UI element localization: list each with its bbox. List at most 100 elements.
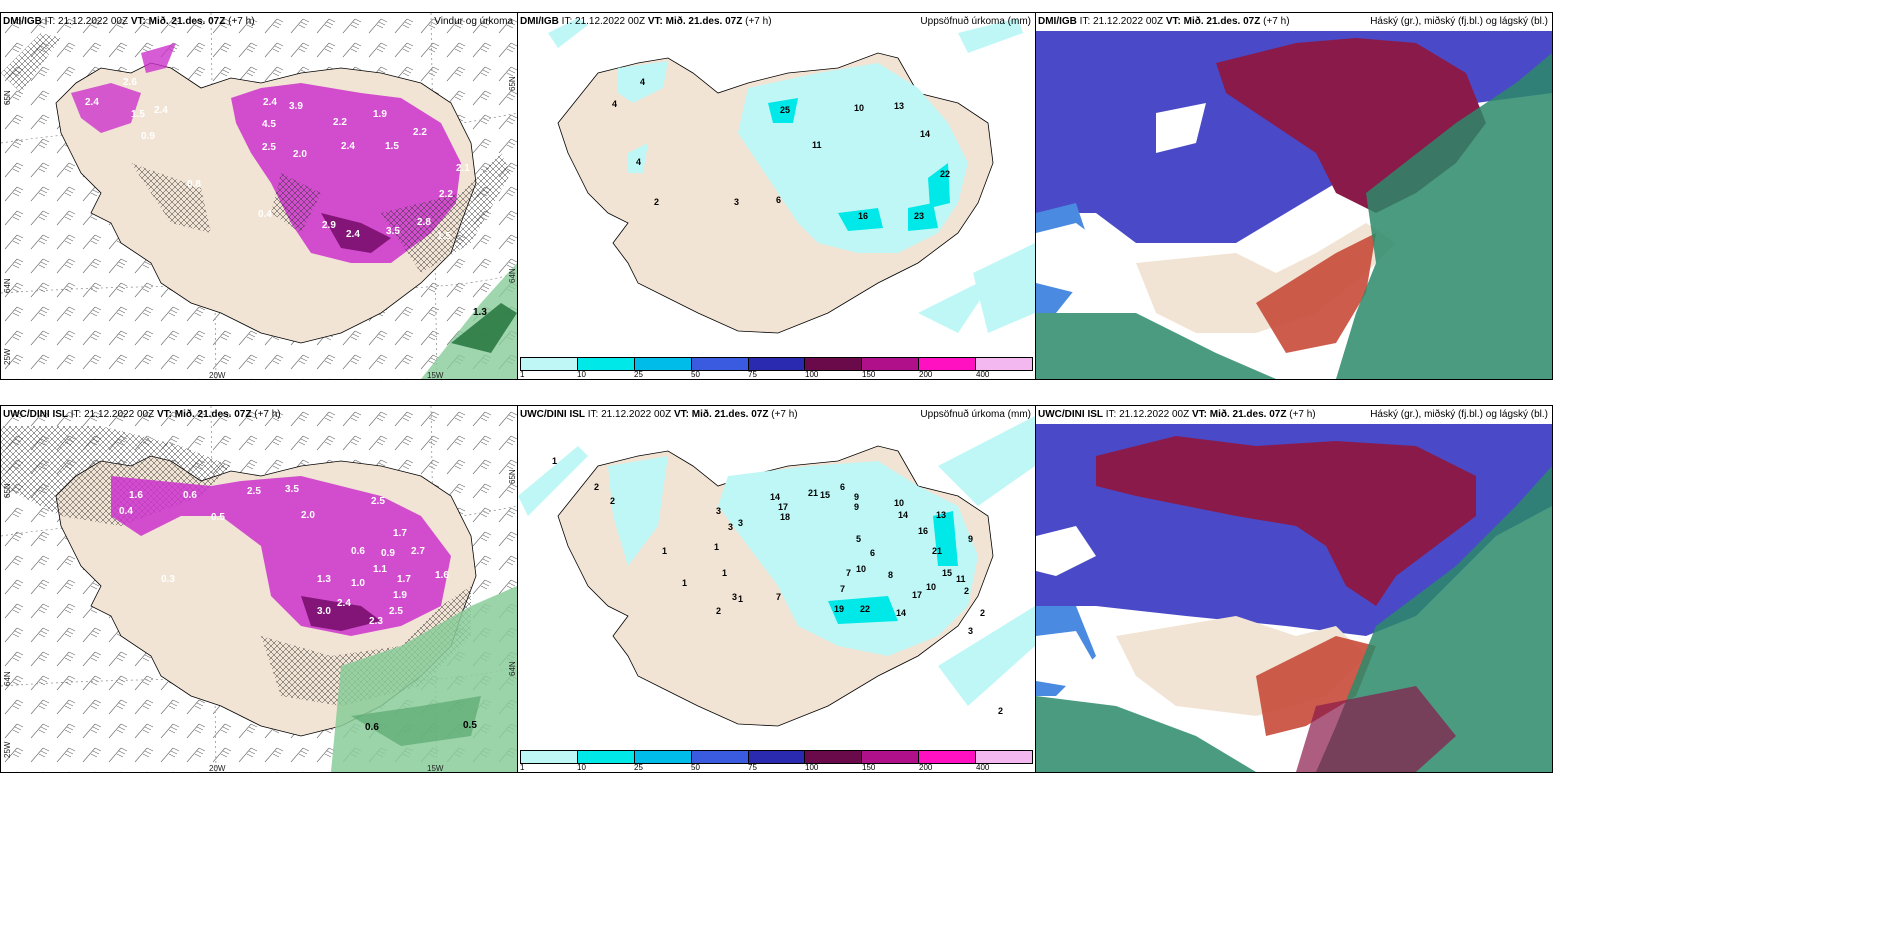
legend-swatch bbox=[805, 358, 863, 370]
legend-label: 10 bbox=[577, 763, 586, 772]
map-value: 2.2 bbox=[413, 127, 427, 138]
legend-swatch bbox=[862, 358, 920, 370]
precip-area bbox=[628, 143, 648, 173]
accum-precip-map: 4 4 4 2 25 11 10 13 14 22 3 6 16 23 bbox=[548, 18, 1035, 334]
lat-label: 65N bbox=[3, 90, 12, 105]
precip-area-west bbox=[71, 83, 141, 133]
map-value: 25 bbox=[780, 105, 790, 115]
precip-area-medium bbox=[928, 163, 950, 208]
panel-clouds-uwc: UWC/DINI ISL IT: 21.12.2022 00Z VT: Mið.… bbox=[1035, 405, 1553, 773]
low-cloud-area bbox=[1296, 686, 1456, 772]
map-value: 1.0 bbox=[351, 578, 365, 589]
map-value: 2.4 bbox=[341, 141, 355, 152]
map-value: 3 bbox=[728, 522, 733, 532]
map-value: 2.0 bbox=[301, 510, 315, 521]
hatched-area-2 bbox=[271, 173, 321, 233]
map-value: 4 bbox=[636, 157, 641, 167]
lat-label: 25W bbox=[3, 348, 12, 365]
legend-swatch bbox=[521, 751, 578, 763]
map-value: 1.5 bbox=[437, 231, 451, 242]
map-value: 2.8 bbox=[417, 217, 431, 228]
map-value: 1.9 bbox=[393, 590, 407, 601]
map-value: 7 bbox=[846, 568, 851, 578]
legend-label: 1 bbox=[520, 370, 525, 379]
map-value: 0.6 bbox=[351, 546, 365, 557]
precip-area-main bbox=[718, 461, 978, 656]
clear-area bbox=[1156, 103, 1206, 153]
precip-area-medium bbox=[908, 203, 938, 231]
wind-precip-map: 1.6 0.6 2.5 3.5 2.0 2.5 0.5 0.4 1.7 0.3 … bbox=[1, 406, 517, 772]
precip-sea-area bbox=[958, 18, 1023, 53]
map-value: 0.4 bbox=[119, 506, 133, 517]
map-value: 23 bbox=[914, 211, 924, 221]
map-value: 2 bbox=[654, 197, 659, 207]
map-value: 2.2 bbox=[333, 117, 347, 128]
clear-area bbox=[1036, 526, 1096, 576]
map-value: 2.2 bbox=[439, 189, 453, 200]
lat-label: 25W bbox=[3, 741, 12, 758]
map-value: 1 bbox=[552, 456, 557, 466]
lon-label: 20W bbox=[209, 764, 226, 773]
map-value: 1.5 bbox=[131, 109, 145, 120]
color-legend: 1 10 25 50 75 100 150 200 400 bbox=[518, 746, 1035, 772]
map-value: 13 bbox=[894, 101, 904, 111]
map-value: 17 bbox=[912, 590, 922, 600]
panel-wind-precip-uwc: UWC/DINI ISL IT: 21.12.2022 00Z VT: Mið.… bbox=[0, 405, 518, 773]
hatched-area-3 bbox=[381, 153, 511, 273]
map-value: 1 bbox=[714, 542, 719, 552]
map-value: 6 bbox=[870, 548, 875, 558]
map-value: 11 bbox=[956, 574, 966, 584]
map-value: 0.4 bbox=[258, 209, 272, 220]
map-value: 2 bbox=[998, 706, 1003, 716]
map-value: 0.9 bbox=[381, 548, 395, 559]
map-value: 10 bbox=[894, 498, 904, 508]
legend-label: 50 bbox=[691, 763, 700, 772]
precip-area bbox=[618, 61, 668, 103]
map-value: 13 bbox=[936, 510, 946, 520]
legend-labels: 1 10 25 50 75 100 150 200 400 bbox=[520, 763, 1033, 772]
map-value: 15 bbox=[942, 568, 952, 578]
legend-swatch bbox=[691, 358, 749, 370]
map-value: 2.5 bbox=[371, 496, 385, 507]
map-value: 16 bbox=[918, 526, 928, 536]
precip-sea-area bbox=[938, 416, 1035, 506]
map-value: 10 bbox=[926, 582, 936, 592]
precip-area-main bbox=[111, 476, 451, 636]
map-value: 2.4 bbox=[154, 105, 168, 116]
map-value: 22 bbox=[940, 169, 950, 179]
accum-precip-map: 1 2 2 3 3 3 1 1 1 1 14 17 18 21 15 6 9 9… bbox=[518, 416, 1035, 727]
legend-label: 400 bbox=[976, 763, 990, 772]
precip-sea-area bbox=[973, 243, 1035, 333]
map-value: 0.8 bbox=[187, 179, 201, 190]
map-value: 2.6 bbox=[123, 77, 137, 88]
map-value: 2 bbox=[964, 586, 969, 596]
legend-swatch bbox=[634, 751, 692, 763]
legend-label: 400 bbox=[976, 370, 990, 379]
low-cloud-red-area bbox=[1256, 636, 1376, 736]
legend-label: 150 bbox=[862, 763, 876, 772]
hatched-area-4 bbox=[1, 33, 61, 93]
map-value: 3.5 bbox=[386, 226, 400, 237]
precip-sea-area bbox=[918, 273, 998, 333]
map-value: 9 bbox=[968, 534, 973, 544]
map-value: 2.4 bbox=[263, 97, 277, 108]
precip-area-medium bbox=[933, 511, 958, 566]
legend-label: 100 bbox=[805, 370, 819, 379]
map-value: 9 bbox=[854, 492, 859, 502]
map-value: 2.1 bbox=[456, 163, 470, 174]
map-value: 2.9 bbox=[322, 220, 336, 231]
lon-label: 15W bbox=[427, 371, 444, 380]
legend-label: 150 bbox=[862, 370, 876, 379]
legend-label: 100 bbox=[805, 763, 819, 772]
hatched-area-1 bbox=[131, 163, 211, 233]
map-value: 1 bbox=[662, 546, 667, 556]
legend-swatch bbox=[748, 358, 806, 370]
precip-sea-area bbox=[518, 446, 588, 516]
lat-label: 64N bbox=[508, 268, 517, 283]
legend-label: 200 bbox=[919, 370, 933, 379]
map-value: 10 bbox=[854, 103, 864, 113]
map-value: 2 bbox=[716, 606, 721, 616]
precip-area-medium bbox=[828, 596, 898, 624]
map-value: 1.7 bbox=[397, 574, 411, 585]
map-value: 16 bbox=[858, 211, 868, 221]
